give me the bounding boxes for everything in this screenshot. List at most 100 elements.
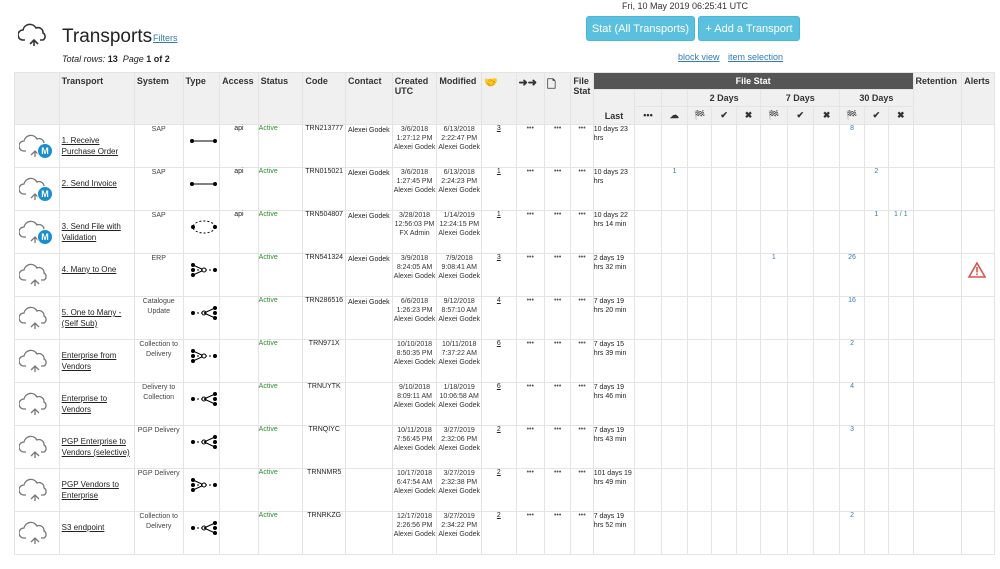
more-dots-icon[interactable]: ••• [515, 124, 545, 168]
stat-30days-cell[interactable] [888, 511, 914, 555]
stat-2days-cell[interactable] [634, 296, 662, 340]
col-code[interactable]: Code [302, 72, 346, 125]
stat-2days-cell[interactable] [735, 210, 762, 254]
stat-2days-cell[interactable] [687, 124, 713, 168]
table-row[interactable]: M 3. Send File with Validation SAP api Activ… [14, 210, 995, 254]
more-dots-icon[interactable]: ••• [570, 296, 594, 340]
stat-7days-cell[interactable] [812, 253, 841, 297]
transport-name-link[interactable]: 4. Many to One [61, 265, 117, 274]
more-dots-icon[interactable]: ••• [570, 468, 594, 512]
stat-2days-cell[interactable] [687, 339, 713, 383]
stat-30days-cell[interactable] [888, 425, 914, 469]
more-dots-icon[interactable]: ••• [515, 167, 545, 211]
stat-7days-cell[interactable] [760, 210, 788, 254]
transport-name-link[interactable]: S3 endpoint [61, 523, 105, 532]
stat-2days-cell[interactable] [660, 296, 689, 340]
more-dots-icon[interactable]: ••• [515, 511, 545, 555]
subscription-count[interactable]: 3 [481, 253, 517, 297]
more-dots-icon[interactable]: ••• [543, 339, 572, 383]
more-dots-icon[interactable]: ••• [515, 468, 545, 512]
stat-2days-cell[interactable] [735, 167, 762, 211]
stat-7days-cell[interactable] [760, 124, 788, 168]
subscription-count[interactable]: 6 [481, 382, 517, 426]
more-dots-icon[interactable]: ••• [570, 425, 594, 469]
stat-30days-cell[interactable]: 26 [839, 253, 865, 297]
stat-30days-cell[interactable]: 8 [839, 124, 865, 168]
stat-7days-cell[interactable] [786, 167, 814, 211]
block-view-link[interactable]: block view [678, 52, 720, 62]
stat-7days-cell[interactable] [812, 124, 841, 168]
transport-name-link[interactable]: 5. One to Many - (Self Sub) [61, 308, 122, 328]
more-dots-icon[interactable]: ••• [515, 210, 545, 254]
stat-2days-cell[interactable] [735, 382, 762, 426]
stat-7days-cell[interactable] [812, 511, 841, 555]
stat-30days-cell[interactable] [888, 339, 914, 383]
stat-2days-cell[interactable] [711, 382, 737, 426]
stat-2days-cell[interactable] [634, 210, 662, 254]
stat-7days-cell[interactable] [812, 339, 841, 383]
stat-30days-cell[interactable]: 16 [839, 296, 865, 340]
stat-2days-cell[interactable] [711, 425, 737, 469]
more-dots-icon[interactable]: ••• [543, 210, 572, 254]
stat-7days-cell[interactable] [786, 468, 814, 512]
stat-30days-cell[interactable]: 2 [863, 167, 890, 211]
stat-30days-cell[interactable]: 1 / 1 [888, 210, 914, 254]
more-dots-icon[interactable]: ••• [570, 339, 594, 383]
table-row[interactable]: PGP Enterprise to Vendors (selective) PGP… [14, 425, 995, 469]
stat-7days-cell[interactable]: 1 [760, 253, 788, 297]
stat-30days-cell[interactable] [888, 253, 914, 297]
stat-30days-cell[interactable] [863, 511, 890, 555]
stat-2days-cell[interactable] [711, 253, 737, 297]
stat-7days-cell[interactable] [786, 382, 814, 426]
col-system[interactable]: System [133, 72, 184, 125]
stat-30days-cell[interactable]: 3 [839, 425, 865, 469]
stat-2days-cell[interactable] [634, 339, 662, 383]
stat-2days-cell[interactable] [634, 511, 662, 555]
subscription-count[interactable]: 2 [481, 425, 517, 469]
alert-warning-icon[interactable] [967, 261, 987, 278]
more-dots-icon[interactable]: ••• [570, 167, 594, 211]
stat-30days-cell[interactable] [863, 468, 890, 512]
transport-name-link[interactable]: Enterprise from Vendors [61, 351, 117, 371]
stat-2days-cell[interactable] [687, 167, 713, 211]
stat-7days-cell[interactable] [786, 210, 814, 254]
more-dots-icon[interactable]: ••• [515, 296, 545, 340]
stat-2days-cell[interactable] [687, 382, 713, 426]
stat-30days-cell[interactable] [863, 382, 890, 426]
stat-30days-cell[interactable] [888, 167, 914, 211]
stat-2days-cell[interactable] [711, 124, 737, 168]
stat-2days-cell[interactable] [735, 124, 762, 168]
table-row[interactable]: M 1. Receive Purchase Order SAP api Active TR… [14, 124, 995, 168]
transport-name-link[interactable]: 3. Send File with Validation [61, 222, 121, 242]
stat-2days-cell[interactable] [660, 425, 689, 469]
stat-30days-cell[interactable] [888, 124, 914, 168]
stat-30days-cell[interactable] [839, 468, 865, 512]
more-dots-icon[interactable]: ••• [515, 425, 545, 469]
stat-2days-cell[interactable] [735, 339, 762, 383]
more-dots-icon[interactable]: ••• [543, 468, 572, 512]
stat-30days-cell[interactable] [839, 167, 865, 211]
subscription-count[interactable]: 4 [481, 296, 517, 340]
stat-2days-cell[interactable] [660, 511, 689, 555]
stat-7days-cell[interactable] [812, 296, 841, 340]
stat-2days-cell[interactable] [660, 124, 689, 168]
stat-2days-cell[interactable] [687, 296, 713, 340]
stat-2days-cell[interactable] [687, 210, 713, 254]
stat-2days-cell[interactable] [687, 468, 713, 512]
stat-7days-cell[interactable] [786, 253, 814, 297]
stat-7days-cell[interactable] [812, 468, 841, 512]
more-dots-icon[interactable]: ••• [570, 511, 594, 555]
stat-7days-cell[interactable] [760, 296, 788, 340]
stat-7days-cell[interactable] [760, 468, 788, 512]
transport-name-link[interactable]: PGP Enterprise to Vendors (selective) [61, 437, 130, 457]
stat-2days-cell[interactable] [634, 253, 662, 297]
more-dots-icon[interactable]: ••• [543, 167, 572, 211]
stat-2days-cell[interactable] [660, 468, 689, 512]
table-row[interactable]: Enterprise from Vendors Collection to Del… [14, 339, 995, 383]
stat-7days-cell[interactable] [812, 210, 841, 254]
stat-2days-cell[interactable] [735, 468, 762, 512]
stat-2days-cell[interactable] [711, 468, 737, 512]
stat-7days-cell[interactable] [786, 124, 814, 168]
col-modified[interactable]: Modified [436, 72, 483, 125]
table-row[interactable]: PGP Vendors to Enterprise PGP Delivery Act… [14, 468, 995, 512]
